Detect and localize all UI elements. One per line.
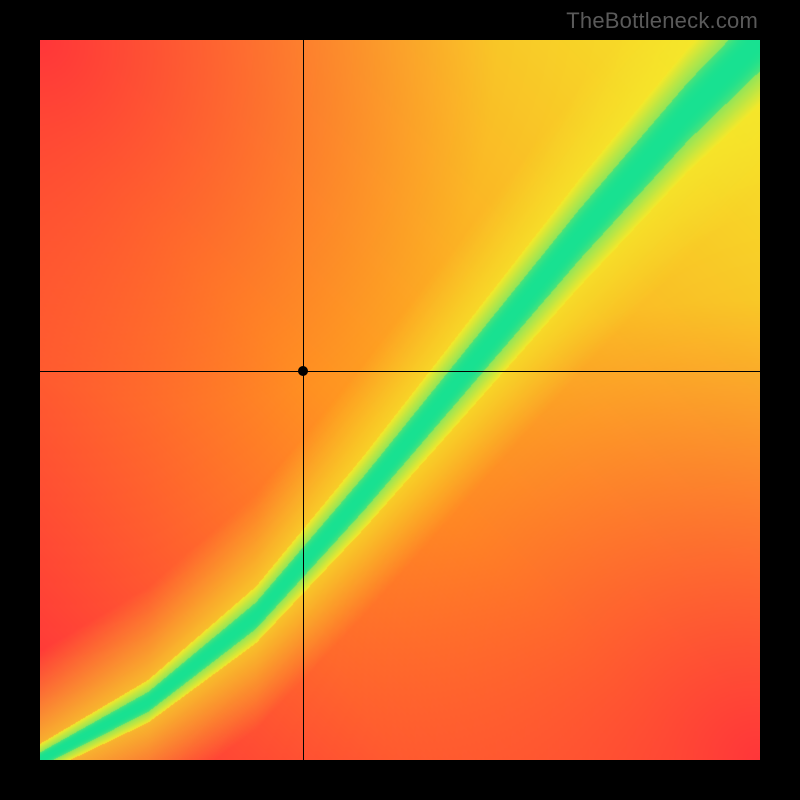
watermark-text: TheBottleneck.com xyxy=(566,8,758,34)
crosshair-vertical-line xyxy=(303,40,304,760)
crosshair-horizontal-line xyxy=(40,371,760,372)
heatmap-chart xyxy=(40,40,760,760)
selected-point-marker xyxy=(298,366,308,376)
heatmap-canvas xyxy=(40,40,760,760)
